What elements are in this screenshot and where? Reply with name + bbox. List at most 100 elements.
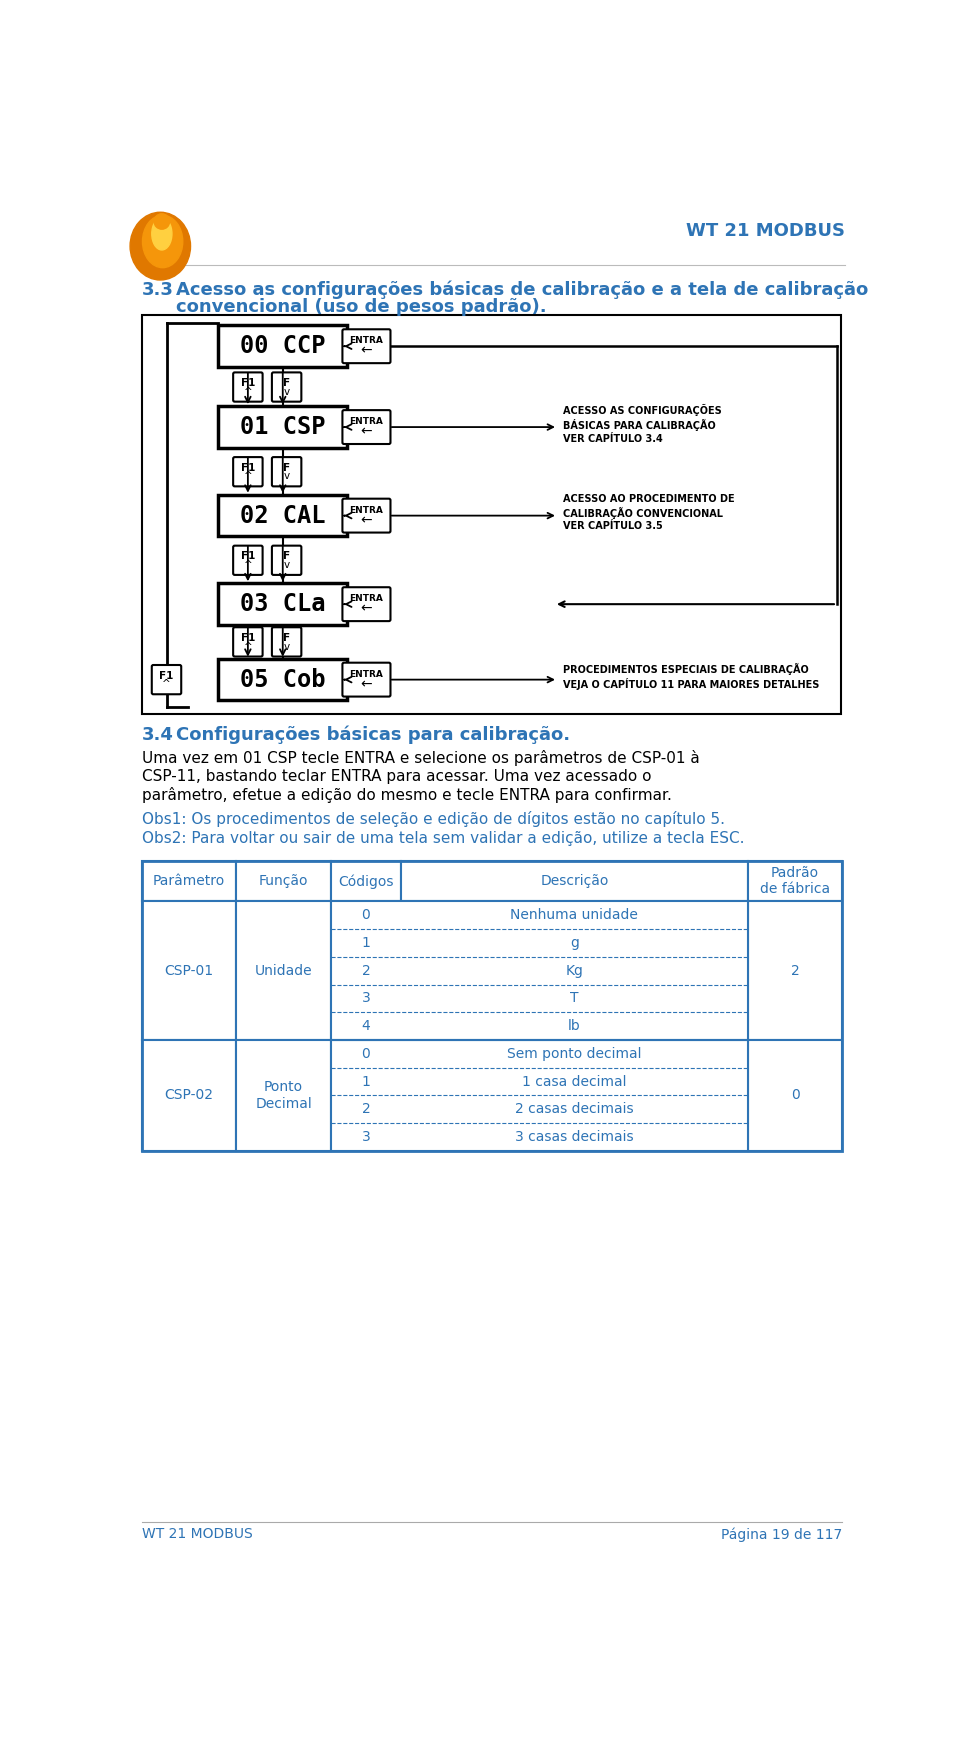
Text: ENTRA: ENTRA — [349, 417, 383, 427]
Text: parâmetro, efetue a edição do mesmo e tecle ENTRA para confirmar.: parâmetro, efetue a edição do mesmo e te… — [142, 788, 672, 804]
Text: Descrição: Descrição — [540, 875, 609, 889]
Text: 1: 1 — [362, 1075, 371, 1089]
Text: 03 CLa: 03 CLa — [240, 593, 325, 617]
Text: convencional (uso de pesos padrão).: convencional (uso de pesos padrão). — [176, 298, 546, 317]
Text: 00 CCP: 00 CCP — [240, 335, 325, 359]
Bar — [401, 985, 748, 1013]
Text: 3.3: 3.3 — [142, 281, 174, 298]
Bar — [401, 1095, 748, 1122]
FancyBboxPatch shape — [233, 457, 263, 486]
Bar — [331, 929, 401, 957]
Text: 02 CAL: 02 CAL — [240, 504, 325, 528]
Bar — [331, 957, 401, 985]
Bar — [331, 861, 401, 901]
FancyBboxPatch shape — [233, 627, 263, 657]
Text: Página 19 de 117: Página 19 de 117 — [721, 1527, 842, 1541]
Bar — [236, 901, 331, 1041]
Text: Acesso as configurações básicas de calibração e a tela de calibração: Acesso as configurações básicas de calib… — [176, 281, 868, 300]
Bar — [401, 1041, 748, 1068]
Ellipse shape — [152, 218, 172, 249]
Text: CSP-01: CSP-01 — [164, 964, 213, 978]
Ellipse shape — [142, 216, 182, 268]
Text: CSP-11, bastando teclar ENTRA para acessar. Uma vez acessado o: CSP-11, bastando teclar ENTRA para acess… — [142, 769, 651, 784]
Text: ←: ← — [361, 425, 372, 439]
Text: F1: F1 — [159, 671, 174, 682]
Text: WT 21 MODBUS: WT 21 MODBUS — [142, 1527, 252, 1541]
Text: lb: lb — [568, 1020, 581, 1034]
Bar — [331, 1068, 401, 1095]
Text: 1: 1 — [362, 936, 371, 950]
Bar — [331, 901, 748, 1041]
Bar — [236, 861, 331, 901]
Text: Nenhuma unidade: Nenhuma unidade — [511, 908, 638, 922]
Text: 05 Cob: 05 Cob — [240, 668, 325, 692]
Text: F: F — [283, 551, 290, 561]
FancyBboxPatch shape — [233, 546, 263, 575]
Text: Configurações básicas para calibração.: Configurações básicas para calibração. — [176, 725, 570, 744]
Text: v: v — [283, 471, 290, 481]
Text: 0: 0 — [362, 1048, 371, 1061]
Text: v: v — [283, 560, 290, 570]
FancyBboxPatch shape — [343, 662, 391, 697]
Circle shape — [155, 214, 170, 228]
Text: CSP-02: CSP-02 — [164, 1088, 213, 1102]
Text: 2 casas decimais: 2 casas decimais — [515, 1102, 634, 1116]
FancyBboxPatch shape — [272, 373, 301, 401]
Text: v: v — [283, 641, 290, 652]
Text: 0: 0 — [791, 1088, 800, 1102]
Text: ←: ← — [361, 512, 372, 526]
FancyBboxPatch shape — [343, 498, 391, 533]
Bar — [236, 1041, 331, 1150]
Text: ^: ^ — [244, 387, 252, 397]
Text: ENTRA: ENTRA — [349, 594, 383, 603]
Text: WT 21 MODBUS: WT 21 MODBUS — [685, 221, 845, 241]
Text: F: F — [283, 633, 290, 643]
Bar — [401, 861, 748, 901]
Text: 2: 2 — [362, 1102, 371, 1116]
Text: Uma vez em 01 CSP tecle ENTRA e selecione os parâmetros de CSP-01 à: Uma vez em 01 CSP tecle ENTRA e selecion… — [142, 751, 700, 767]
Text: ←: ← — [361, 343, 372, 357]
Text: F1: F1 — [241, 551, 255, 561]
Bar — [142, 315, 841, 715]
FancyBboxPatch shape — [343, 587, 391, 621]
Text: 3 casas decimais: 3 casas decimais — [515, 1129, 634, 1143]
Text: ^: ^ — [244, 471, 252, 481]
Bar — [748, 1041, 842, 1150]
Bar — [331, 1041, 748, 1150]
Text: Obs2: Para voltar ou sair de uma tela sem validar a edição, utilize a tecla ESC.: Obs2: Para voltar ou sair de uma tela se… — [142, 831, 744, 845]
FancyBboxPatch shape — [272, 457, 301, 486]
Text: 0: 0 — [362, 908, 371, 922]
Text: Ponto
Decimal: Ponto Decimal — [255, 1081, 312, 1110]
Text: Função: Função — [259, 875, 308, 889]
FancyBboxPatch shape — [343, 329, 391, 363]
Text: 2: 2 — [362, 964, 371, 978]
Bar — [401, 1122, 748, 1150]
Text: F: F — [283, 464, 290, 472]
Bar — [401, 957, 748, 985]
Text: ^: ^ — [162, 680, 171, 688]
Bar — [142, 861, 842, 1150]
Bar — [331, 1013, 401, 1041]
Text: Sem ponto decimal: Sem ponto decimal — [507, 1048, 641, 1061]
FancyBboxPatch shape — [233, 373, 263, 401]
FancyBboxPatch shape — [343, 410, 391, 444]
Bar — [331, 1041, 401, 1068]
Text: Códigos: Códigos — [338, 875, 394, 889]
Text: F: F — [283, 378, 290, 389]
FancyBboxPatch shape — [152, 666, 181, 694]
Text: Obs1: Os procedimentos de seleção e edição de dígitos estão no capítulo 5.: Obs1: Os procedimentos de seleção e ediç… — [142, 810, 725, 826]
Bar — [331, 1095, 401, 1122]
FancyBboxPatch shape — [218, 659, 348, 701]
Bar — [142, 901, 236, 1041]
Text: PROCEDIMENTOS ESPECIAIS DE CALIBRAÇÃO
VEJA O CAPÍTULO 11 PARA MAIORES DETALHES: PROCEDIMENTOS ESPECIAIS DE CALIBRAÇÃO VE… — [564, 662, 820, 690]
Text: 3: 3 — [362, 992, 371, 1006]
Text: 3: 3 — [362, 1129, 371, 1143]
Text: F1: F1 — [241, 633, 255, 643]
Ellipse shape — [130, 213, 190, 281]
FancyBboxPatch shape — [218, 584, 348, 626]
Text: ^: ^ — [244, 560, 252, 570]
Bar — [748, 901, 842, 1041]
FancyBboxPatch shape — [218, 326, 348, 368]
Text: Padrão
de fábrica: Padrão de fábrica — [760, 866, 830, 896]
Bar — [401, 929, 748, 957]
